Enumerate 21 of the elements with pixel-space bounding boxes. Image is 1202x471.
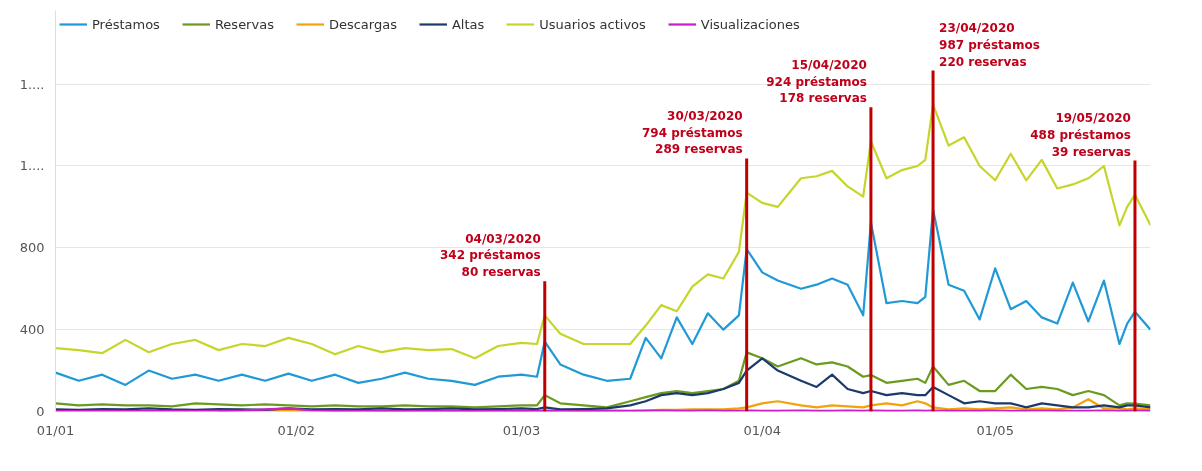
ref-line-label: 30/03/2020 794 préstamos 289 reservas [641, 108, 743, 157]
y-tick-label: 1.... [19, 158, 45, 174]
x-tick-label: 01/01 [36, 422, 75, 438]
y-tick-label: 0 [36, 404, 45, 419]
x-tick-label: 01/02 [277, 422, 315, 438]
legend-label: Préstamos [92, 16, 160, 32]
y-tick-label: 800 [19, 240, 45, 256]
x-tick-label: 01/05 [976, 422, 1014, 438]
y-tick-label: 400 [19, 322, 45, 338]
x-tick-label: 01/04 [743, 422, 781, 438]
y-tick-label: 1.... [19, 76, 45, 92]
ref-line-label: 04/03/2020 342 préstamos 80 reservas [440, 231, 541, 280]
ref-line-label: 15/04/2020 924 préstamos 178 reservas [766, 57, 867, 106]
legend-label: Altas [451, 16, 485, 32]
ref-line-label: 23/04/2020 987 préstamos 220 reservas [939, 20, 1040, 69]
x-tick-label: 01/03 [502, 422, 541, 438]
ref-line-label: 19/05/2020 488 préstamos 39 reservas [1030, 110, 1131, 159]
legend-label: Visualizaciones [700, 16, 800, 32]
legend-label: Reservas [214, 16, 274, 32]
legend-label: Descargas [328, 16, 397, 32]
legend-label: Usuarios activos [539, 16, 646, 32]
